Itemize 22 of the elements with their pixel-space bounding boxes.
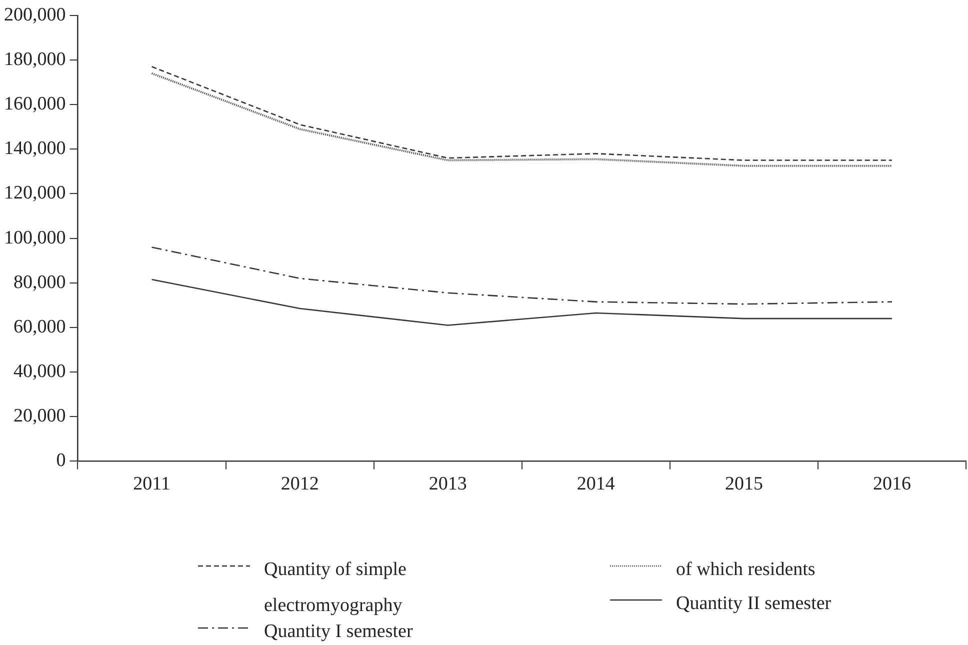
y-tick-label: 20,000 (14, 406, 66, 427)
y-tick-label: 40,000 (14, 361, 66, 382)
y-tick-label: 60,000 (14, 316, 66, 338)
x-tick-label: 2015 (724, 474, 763, 495)
y-tick-label: 100,000 (4, 227, 66, 248)
y-tick-label: 140,000 (4, 138, 66, 160)
y-tick-label: 180,000 (4, 48, 66, 70)
y-tick-label: 120,000 (4, 182, 66, 204)
y-tick-label: 80,000 (14, 272, 66, 293)
legend-label: of which residents (676, 558, 816, 582)
legend-label: Quantity I semester (264, 621, 413, 642)
x-tick-label: 2013 (428, 474, 467, 495)
legend-label: Quantity of simple electromyography (264, 559, 406, 616)
line-series (151, 246, 893, 305)
y-tick-label: 160,000 (4, 94, 66, 115)
x-tick-label: 2016 (872, 474, 911, 495)
legend-label: Quantity II semester (676, 592, 832, 616)
y-tick-label: 200,000 (4, 4, 66, 26)
x-tick-label: 2012 (280, 474, 319, 495)
x-tick-label: 2011 (133, 474, 170, 495)
y-tick-label: 0 (56, 450, 66, 472)
x-tick-label: 2014 (576, 474, 616, 495)
